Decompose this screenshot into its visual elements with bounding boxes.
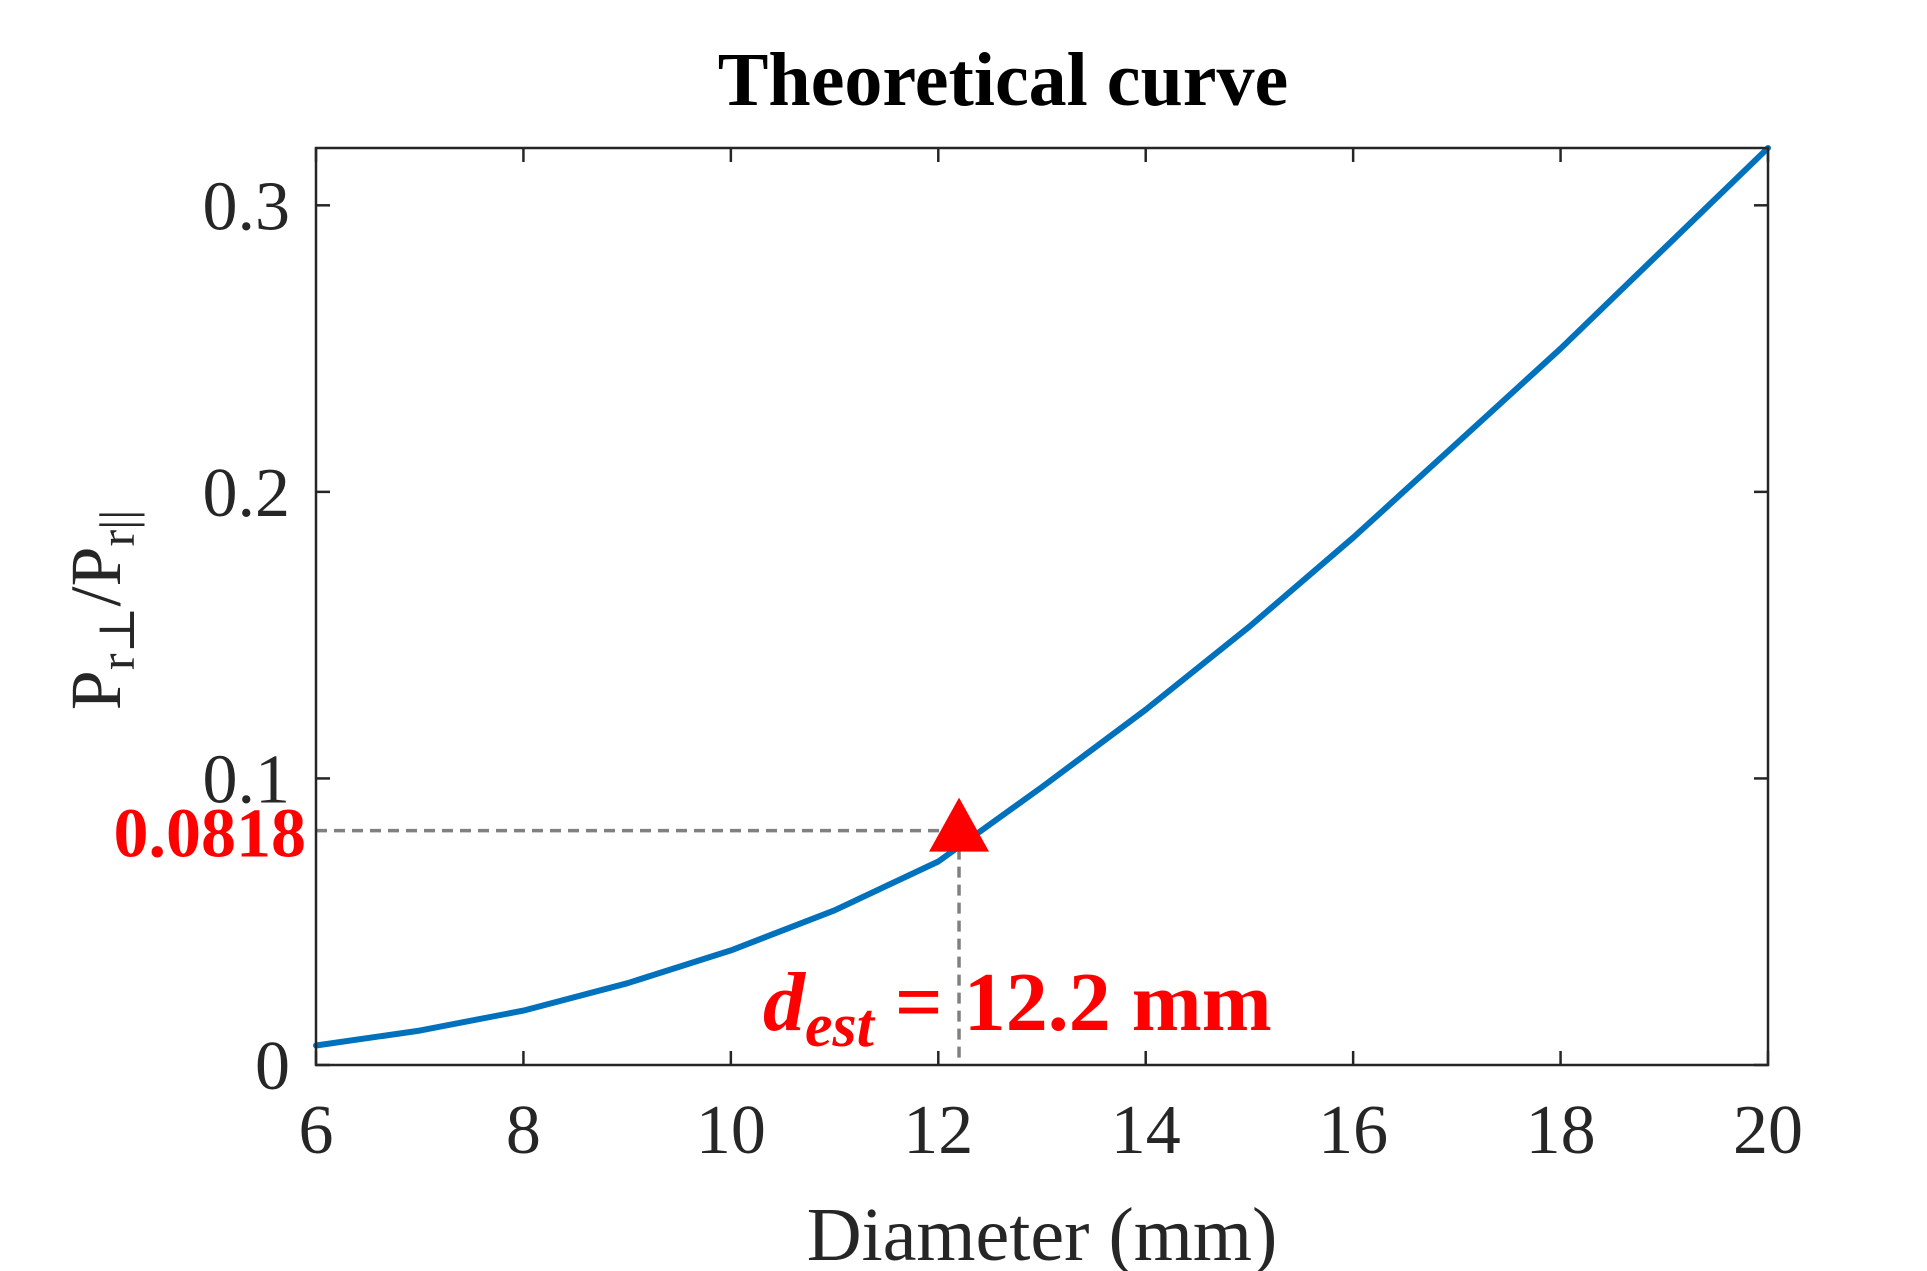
y-axis-label-sub2: r||	[89, 510, 145, 547]
annotation-y-value: 0.0818	[114, 796, 307, 873]
x-tick-label: 12	[903, 1092, 973, 1169]
x-tick-label: 6	[299, 1092, 334, 1169]
x-tick-label: 10	[696, 1092, 766, 1169]
y-tick-labels: 0 0.1 0.2 0.3	[203, 168, 291, 1105]
series-line	[313, 145, 1771, 1049]
y-tick-label: 0.1	[203, 741, 291, 818]
y-axis-label: Pr⊥/Pr||	[56, 510, 145, 710]
annotation-diameter-label: dest = 12.2 mm	[763, 956, 1272, 1060]
y-axis-label-p1: P	[56, 670, 136, 710]
x-axis-label: Diameter (mm)	[807, 1193, 1278, 1271]
y-tick-label: 0	[255, 1028, 290, 1105]
annotation-d-subscript: est	[805, 992, 876, 1060]
annotation-d-value: = 12.2 mm	[874, 956, 1272, 1049]
axes-box	[314, 146, 1770, 1067]
x-tick-label: 8	[506, 1092, 541, 1169]
x-tick-label: 16	[1318, 1092, 1388, 1169]
x-tick-label: 14	[1111, 1092, 1181, 1169]
y-axis-label-mid: /P	[56, 546, 136, 606]
x-tick-label: 18	[1526, 1092, 1596, 1169]
x-tick-labels: 6 8 10 12 14 16 18 20	[299, 1092, 1804, 1169]
estimate-marker	[929, 797, 990, 852]
series-layer	[313, 145, 1771, 1049]
y-tick-label: 0.3	[203, 168, 291, 245]
annotation-d-symbol: d	[763, 956, 807, 1049]
y-axis-label-sub1: r⊥	[89, 607, 145, 671]
chart-title: Theoretical curve	[718, 38, 1289, 122]
plot-area	[316, 148, 1768, 1065]
y-tick-label: 0.2	[203, 455, 291, 532]
x-tick-label: 20	[1733, 1092, 1803, 1169]
